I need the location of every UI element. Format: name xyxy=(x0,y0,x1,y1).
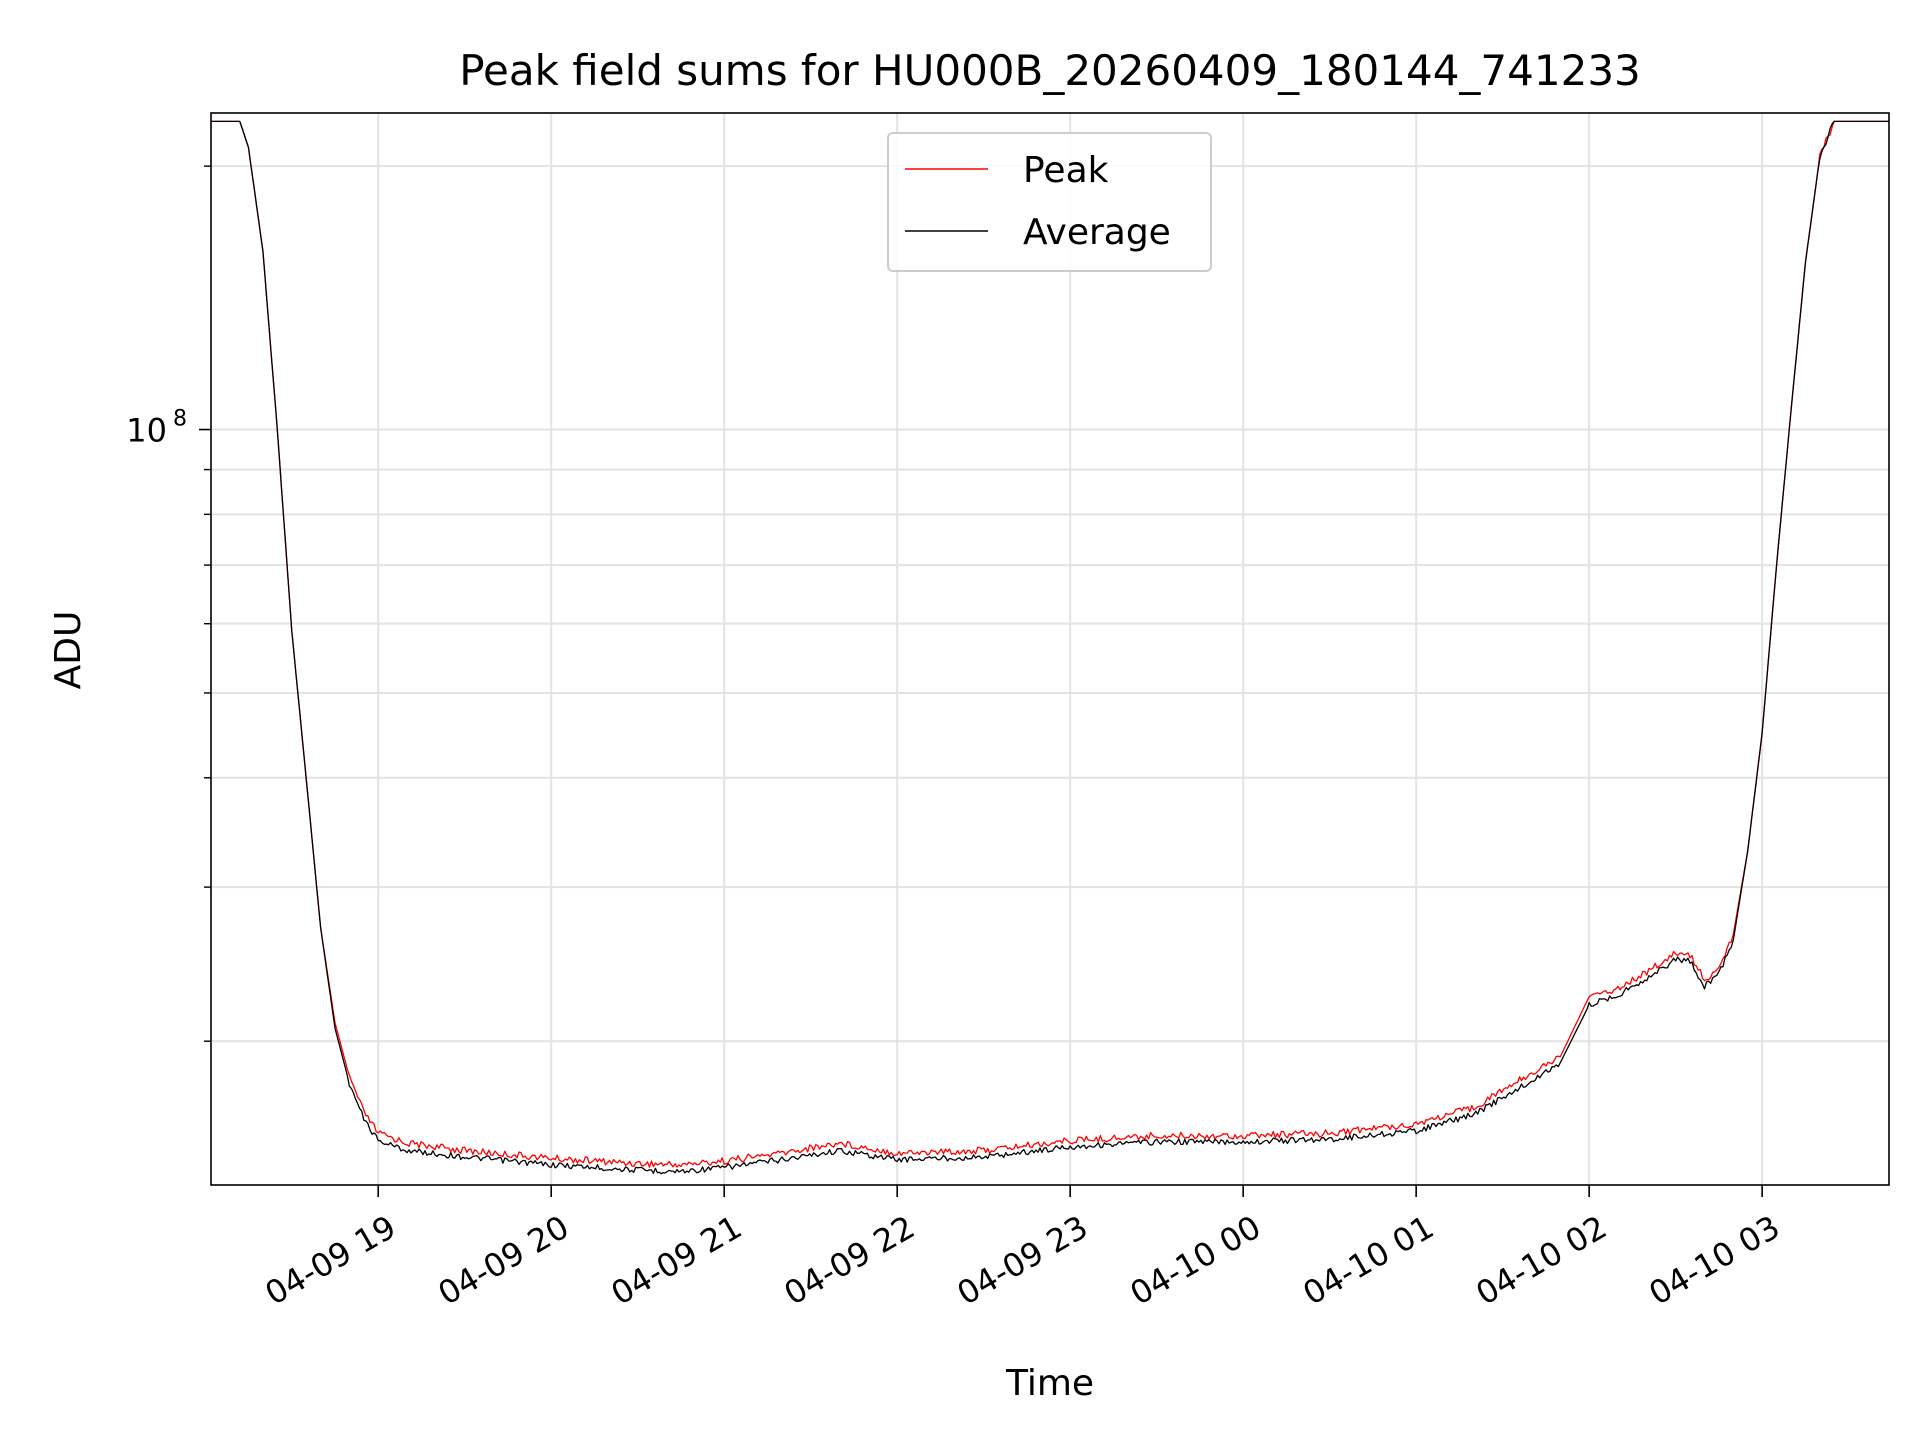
y-tick-label-exponent: 8 xyxy=(173,407,187,432)
series-line-peak xyxy=(211,120,1889,1168)
y-axis-label: ADU xyxy=(48,611,89,690)
series-lines xyxy=(211,120,1889,1175)
series-line-average xyxy=(211,120,1889,1175)
chart-title: Peak field sums for HU000B_20260409_1801… xyxy=(459,46,1641,95)
legend-box xyxy=(887,132,1212,272)
legend-label-peak: Peak xyxy=(1023,150,1109,191)
legend: Peak Average xyxy=(887,132,1212,272)
x-axis-label: Time xyxy=(1005,1363,1094,1404)
y-tick-label: 10 xyxy=(126,412,167,450)
grid xyxy=(211,113,1889,1185)
plot-frame xyxy=(210,112,1890,1186)
legend-label-average: Average xyxy=(1023,212,1171,253)
